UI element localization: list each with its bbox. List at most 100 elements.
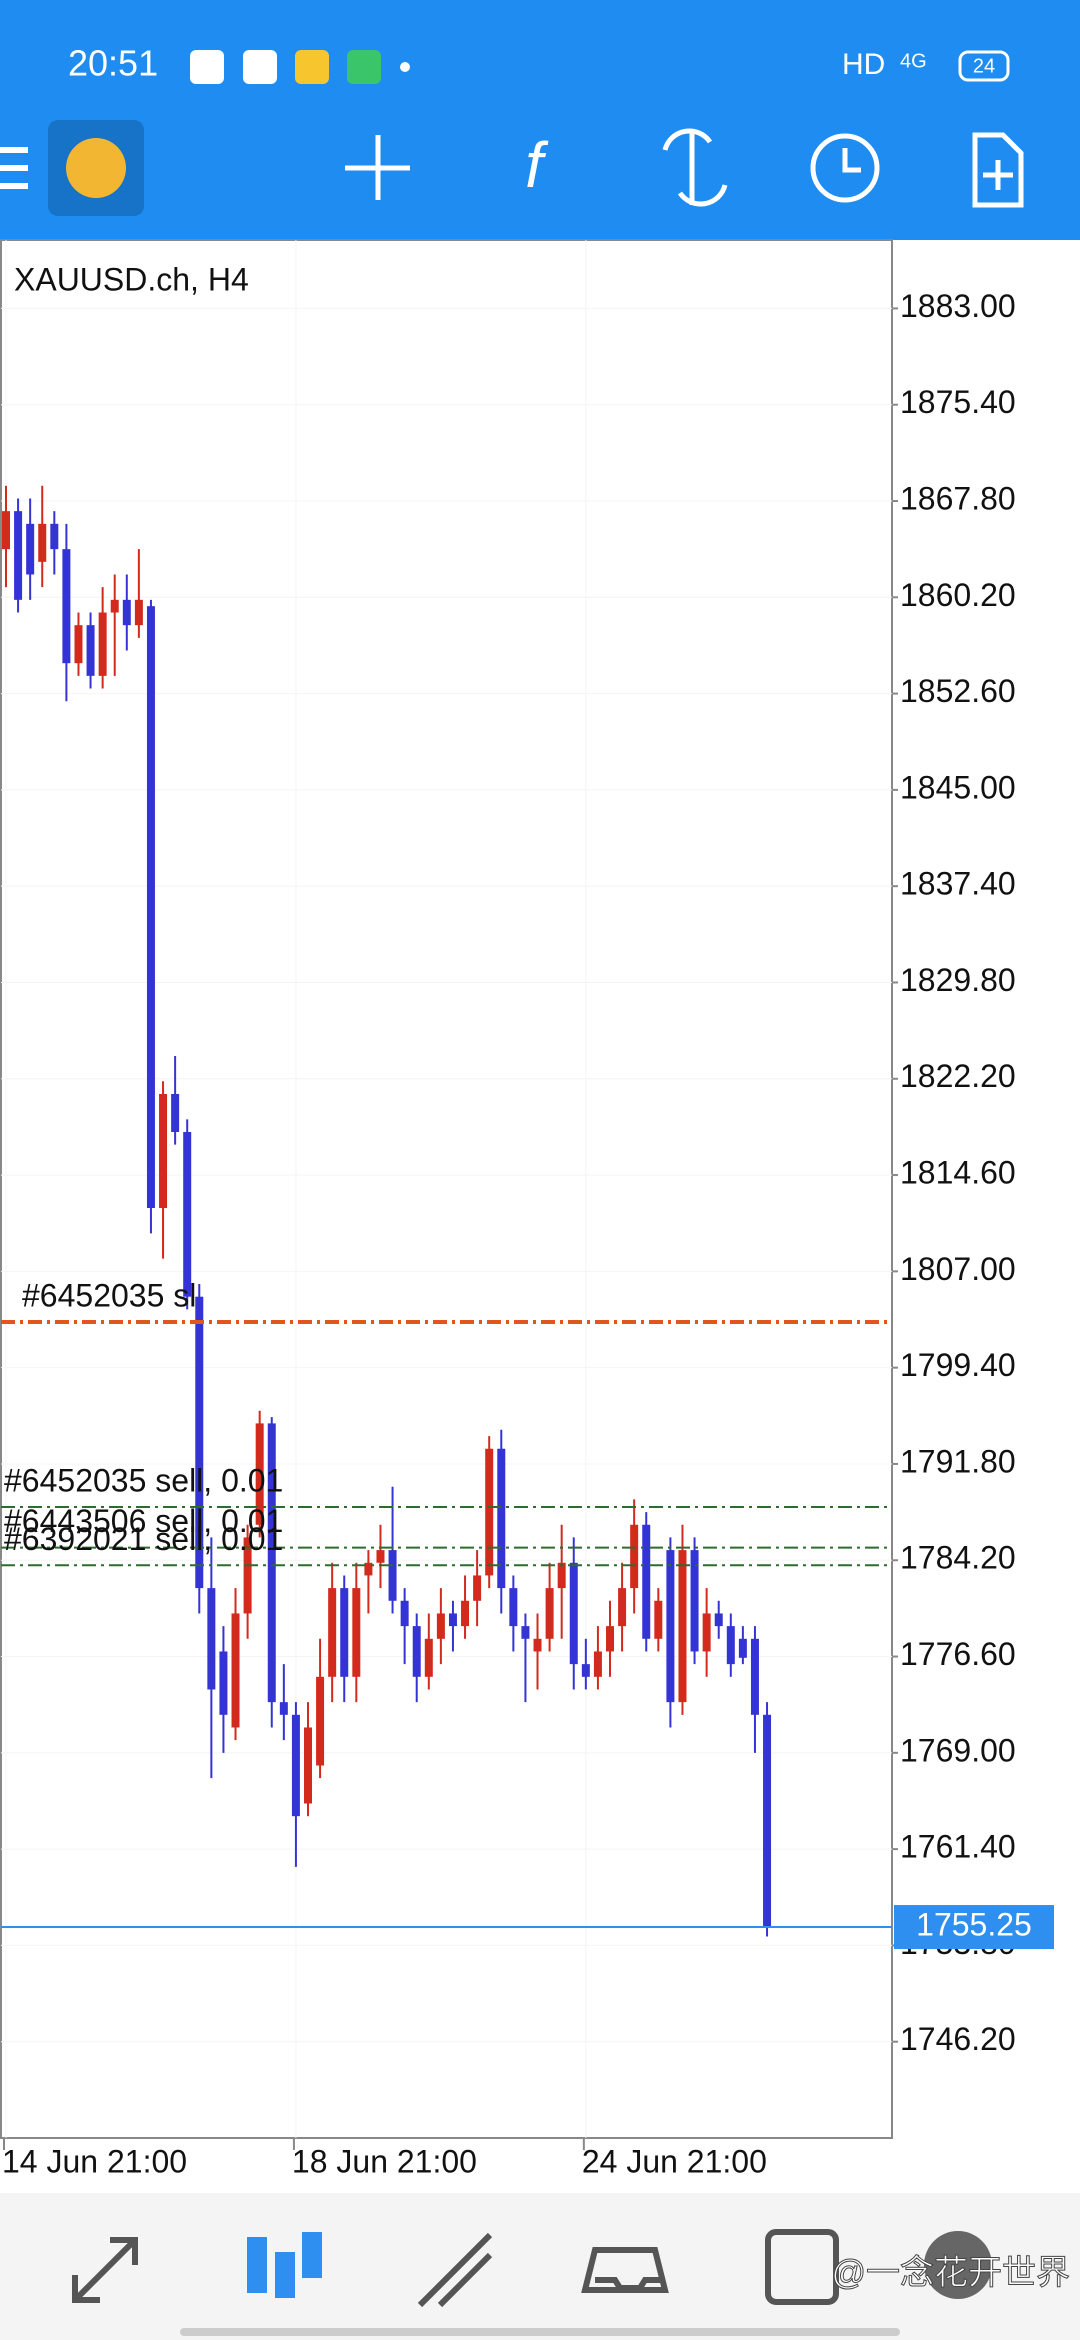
messages-tab[interactable]: [765, 2229, 839, 2305]
candle-body: [448, 1613, 457, 1627]
y-tick-label: 1837.40: [900, 866, 1016, 902]
candle-body: [207, 1588, 216, 1690]
chart-tab[interactable]: [247, 2232, 322, 2298]
candle-body: [557, 1562, 566, 1589]
watermark: @一念花开世界: [831, 2254, 1070, 2292]
candle-body: [388, 1550, 397, 1601]
candle-body: [364, 1562, 373, 1576]
candle-body: [642, 1524, 651, 1639]
candle-body: [50, 523, 59, 550]
candle-body: [26, 523, 35, 575]
candle-body: [521, 1626, 530, 1639]
candle-body: [738, 1638, 747, 1658]
current-price-label: 1755.25: [916, 1906, 1032, 1942]
candle-body: [219, 1651, 228, 1715]
candle-body: [171, 1093, 180, 1132]
bottom-nav: [0, 2193, 1080, 2340]
y-tick-label: 1852.60: [900, 673, 1016, 709]
y-tick-label: 1883.00: [900, 288, 1016, 324]
candle-body: [328, 1588, 337, 1677]
home-indicator: [180, 2328, 900, 2336]
new-order-button[interactable]: [972, 132, 1024, 208]
order-level-label: #6443506 sell, 0.01: [4, 1503, 283, 1539]
candle-body: [509, 1588, 518, 1627]
candle-body: [630, 1524, 639, 1589]
chart-title: XAUUSD.ch, H4: [14, 261, 249, 297]
candle-body: [678, 1550, 687, 1703]
period-button[interactable]: [810, 133, 880, 203]
y-tick-label: 1875.40: [900, 384, 1016, 420]
candle-body: [2, 511, 10, 550]
y-tick-label: 1746.20: [900, 2021, 1016, 2057]
signal-type: 4G: [900, 50, 927, 72]
candle-body: [279, 1702, 288, 1715]
candle-body: [666, 1550, 675, 1703]
candle-body: [74, 625, 83, 664]
candle-body: [618, 1588, 627, 1627]
candle-body: [763, 1714, 772, 1928]
candle-body: [86, 625, 95, 676]
candle-body: [98, 612, 107, 676]
network-type: HD: [842, 48, 885, 81]
logo-mark: [66, 138, 126, 198]
candle-body: [183, 1131, 192, 1297]
candle-body: [134, 599, 143, 626]
candle-body: [473, 1575, 482, 1601]
bottom-nav-icons: [72, 2229, 992, 2308]
candle-body: [726, 1626, 735, 1665]
candle-body: [231, 1613, 240, 1728]
candle-body: [352, 1588, 361, 1677]
candle-body: [412, 1626, 421, 1677]
candle-body: [606, 1626, 614, 1652]
candle-body: [291, 1714, 300, 1817]
chart-area: [0, 239, 893, 2139]
notification-icons: [190, 50, 410, 84]
y-tick-label: 1822.20: [900, 1058, 1016, 1094]
candle-body: [569, 1562, 578, 1665]
y-tick-label: 1761.40: [900, 1829, 1016, 1865]
menu-button[interactable]: [0, 147, 28, 189]
y-tick-label: 1829.80: [900, 962, 1016, 998]
order-level-label: #6392021 sell, 0.01: [4, 1521, 283, 1557]
trade-tab[interactable]: [417, 2232, 493, 2308]
battery-level: 24: [973, 55, 995, 77]
crosshair-button[interactable]: [345, 135, 410, 200]
history-tab[interactable]: [581, 2247, 669, 2293]
candle-body: [243, 1537, 252, 1614]
quotes-tab[interactable]: [72, 2237, 138, 2303]
y-tick-label: 1776.60: [900, 1636, 1016, 1672]
order-level-label: #6452035 sl: [22, 1277, 196, 1313]
candle-body: [14, 511, 23, 600]
y-tick-label: 1799.40: [900, 1347, 1016, 1383]
current-price-box: [894, 1905, 1054, 1950]
candle-body: [436, 1613, 445, 1639]
candle-body: [750, 1638, 759, 1715]
candle-body: [110, 599, 119, 613]
order-level-label: #6452035 sell, 0.01: [4, 1462, 283, 1498]
candle-body: [316, 1676, 325, 1766]
y-tick-label: 1807.00: [900, 1251, 1016, 1287]
header: [0, 0, 1080, 240]
y-tick-label: 1784.20: [900, 1540, 1016, 1576]
x-tick-label: 18 Jun 21:00: [292, 2143, 477, 2179]
y-tick-label: 1769.00: [900, 1732, 1016, 1768]
candle-body: [581, 1664, 590, 1677]
candle-body: [424, 1638, 433, 1677]
candle-body: [304, 1727, 312, 1804]
candle-body: [38, 523, 47, 562]
candle-body: [146, 606, 155, 1209]
candle-body: [714, 1613, 723, 1627]
candle-body: [533, 1638, 542, 1652]
candle-body: [159, 1093, 168, 1209]
settings-tab[interactable]: [924, 2231, 992, 2299]
trade-button[interactable]: [662, 128, 728, 207]
candle-body: [485, 1448, 494, 1576]
y-tick-label: 1791.80: [900, 1443, 1016, 1479]
candle-body: [545, 1588, 554, 1639]
y-tick-label: 1814.60: [900, 1155, 1016, 1191]
candle-body: [62, 549, 71, 664]
candle-body: [267, 1423, 276, 1703]
candle-body: [593, 1651, 602, 1677]
